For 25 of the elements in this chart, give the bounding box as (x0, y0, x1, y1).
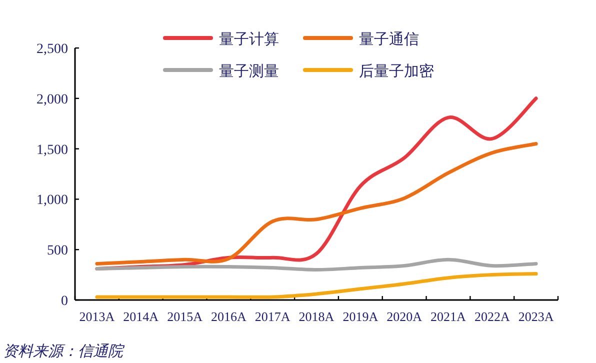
y-tick-label: 1,000 (36, 193, 68, 208)
x-tick-label: 2023A (518, 309, 554, 324)
line-series (95, 142, 538, 266)
line-series (95, 258, 538, 272)
legend-label: 量子测量 (219, 62, 279, 80)
x-tick-label: 2018A (298, 309, 335, 324)
y-tick-label: 1,500 (36, 142, 68, 158)
text: 资料来源：信通院 (3, 343, 125, 360)
y-tick-label: 0 (61, 294, 68, 309)
x-tick-label: 2017A (254, 309, 291, 324)
legend-label: 量子计算 (219, 30, 279, 48)
line-series (95, 272, 538, 299)
x-tick-label: 2022A (474, 309, 510, 324)
x-tick-label: 2019A (342, 309, 379, 324)
y-tick-label: 2,500 (36, 42, 68, 57)
legend-label: 后量子加密 (359, 62, 434, 80)
y-tick-label: 500 (47, 244, 68, 259)
y-tick-label: 2,000 (36, 92, 68, 108)
legend-label: 量子通信 (359, 30, 419, 48)
x-tick-label: 2013A (79, 309, 116, 324)
x-tick-label: 2014A (123, 309, 160, 324)
x-tick-label: 2021A (430, 309, 467, 324)
x-tick-label: 2020A (386, 309, 423, 324)
x-tick-label: 2015A (167, 309, 204, 324)
x-tick-label: 2016A (210, 309, 247, 324)
